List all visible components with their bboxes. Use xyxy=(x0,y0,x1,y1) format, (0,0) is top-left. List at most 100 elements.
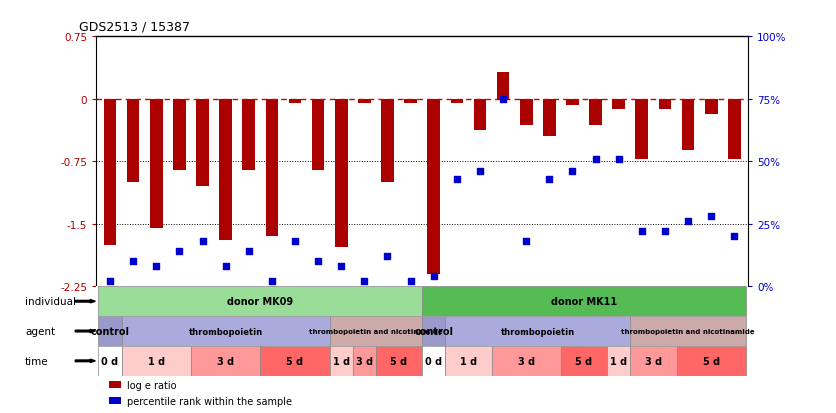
Bar xyxy=(173,100,186,170)
Bar xyxy=(635,100,648,159)
Bar xyxy=(543,100,556,137)
Text: thrombopoietin: thrombopoietin xyxy=(501,327,575,336)
Point xyxy=(358,278,371,285)
Bar xyxy=(99,316,121,346)
Bar xyxy=(681,100,695,151)
Point xyxy=(589,156,602,163)
Bar xyxy=(676,346,746,376)
Bar xyxy=(446,346,492,376)
Text: 1 d: 1 d xyxy=(460,356,477,366)
Bar xyxy=(492,346,561,376)
Bar xyxy=(422,287,746,316)
Point xyxy=(543,176,556,183)
Bar xyxy=(358,100,370,104)
Text: 3 d: 3 d xyxy=(217,356,234,366)
Bar xyxy=(589,100,602,126)
Bar xyxy=(329,316,422,346)
Bar xyxy=(427,100,440,274)
Point xyxy=(242,248,256,255)
Point xyxy=(288,238,302,245)
Text: percentile rank within the sample: percentile rank within the sample xyxy=(127,396,293,406)
Text: 5 d: 5 d xyxy=(703,356,720,366)
Point xyxy=(334,263,348,270)
Bar xyxy=(705,100,717,114)
Bar xyxy=(405,100,417,104)
Text: 5 d: 5 d xyxy=(575,356,593,366)
Point xyxy=(519,238,533,245)
Point xyxy=(312,259,325,265)
Bar xyxy=(150,100,163,228)
Text: control: control xyxy=(90,326,130,336)
Bar xyxy=(446,316,630,346)
Bar xyxy=(381,100,394,183)
Point xyxy=(658,228,671,235)
Point xyxy=(473,169,487,175)
Bar xyxy=(127,100,140,183)
Text: time: time xyxy=(25,356,48,366)
Text: 3 d: 3 d xyxy=(645,356,662,366)
Point xyxy=(104,278,117,285)
Text: 5 d: 5 d xyxy=(287,356,303,366)
Text: donor MK11: donor MK11 xyxy=(551,297,617,306)
Bar xyxy=(335,100,348,247)
Bar xyxy=(451,100,463,104)
Bar xyxy=(196,100,209,187)
Text: 0 d: 0 d xyxy=(101,356,119,366)
Bar xyxy=(260,346,329,376)
Bar xyxy=(121,316,329,346)
Bar xyxy=(566,100,579,106)
Point xyxy=(265,278,278,285)
Text: 5 d: 5 d xyxy=(390,356,408,366)
Bar xyxy=(110,397,121,404)
Point xyxy=(219,263,232,270)
Bar xyxy=(376,346,422,376)
Bar xyxy=(110,381,121,388)
Bar xyxy=(99,346,121,376)
Point xyxy=(404,278,417,285)
Bar xyxy=(630,316,746,346)
Point xyxy=(566,169,579,175)
Point xyxy=(450,176,463,183)
Bar xyxy=(312,100,324,170)
Point xyxy=(381,254,395,260)
Bar xyxy=(659,100,671,109)
Text: thrombopoietin and nicotinamide: thrombopoietin and nicotinamide xyxy=(621,328,755,334)
Text: agent: agent xyxy=(25,326,55,336)
Text: 1 d: 1 d xyxy=(610,356,627,366)
Bar xyxy=(104,100,116,245)
Point xyxy=(705,214,718,220)
Point xyxy=(427,273,441,280)
Text: thrombopoietin and nicotinamide: thrombopoietin and nicotinamide xyxy=(309,328,443,334)
Point xyxy=(727,233,741,240)
Bar xyxy=(474,100,487,131)
Bar xyxy=(422,316,446,346)
Bar xyxy=(242,100,255,170)
Point xyxy=(150,263,163,270)
Point xyxy=(196,238,209,245)
Text: 3 d: 3 d xyxy=(517,356,535,366)
Point xyxy=(497,96,510,103)
Point xyxy=(612,156,625,163)
Point xyxy=(635,228,649,235)
Bar xyxy=(121,346,191,376)
Text: thrombopoietin: thrombopoietin xyxy=(189,327,263,336)
Bar xyxy=(612,100,625,109)
Text: log e ratio: log e ratio xyxy=(127,380,177,390)
Text: control: control xyxy=(415,326,453,336)
Bar xyxy=(728,100,741,159)
Text: GDS2513 / 15387: GDS2513 / 15387 xyxy=(79,20,191,33)
Bar xyxy=(497,73,509,100)
Bar xyxy=(329,346,353,376)
Bar xyxy=(520,100,533,126)
Bar xyxy=(630,346,676,376)
Text: 1 d: 1 d xyxy=(333,356,349,366)
Bar xyxy=(191,346,260,376)
Bar xyxy=(422,346,446,376)
Bar xyxy=(353,346,376,376)
Bar xyxy=(99,287,422,316)
Point xyxy=(173,248,186,255)
Point xyxy=(126,259,140,265)
Text: 1 d: 1 d xyxy=(148,356,165,366)
Bar xyxy=(219,100,232,241)
Text: 3 d: 3 d xyxy=(356,356,373,366)
